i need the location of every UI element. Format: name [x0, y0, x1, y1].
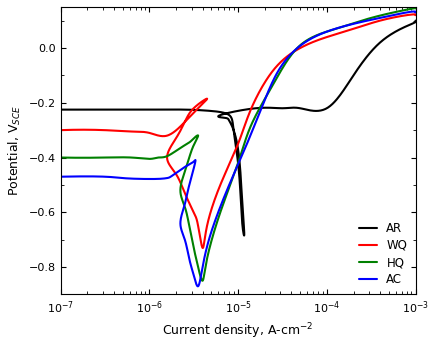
AC: [413, 10, 418, 15]
AR: [58, 108, 63, 112]
HQ: [413, 6, 418, 10]
AC: [58, 175, 63, 179]
AC: [178, 223, 183, 227]
WQ: [200, 246, 205, 250]
Line: HQ: HQ: [61, 8, 416, 281]
AC: [195, 284, 201, 288]
AR: [279, 106, 285, 110]
Line: AR: AR: [61, 21, 416, 236]
AR: [220, 116, 225, 120]
AC: [260, 102, 266, 106]
WQ: [412, 12, 417, 16]
HQ: [58, 156, 63, 160]
HQ: [182, 170, 187, 174]
X-axis label: Current density, A-cm$^{-2}$: Current density, A-cm$^{-2}$: [162, 322, 314, 341]
WQ: [231, 152, 236, 156]
HQ: [142, 157, 147, 161]
HQ: [199, 278, 204, 283]
AC: [193, 160, 198, 165]
Line: WQ: WQ: [61, 14, 416, 248]
WQ: [204, 97, 209, 101]
HQ: [190, 239, 195, 244]
HQ: [243, 136, 249, 141]
AR: [343, 85, 348, 89]
AC: [185, 251, 191, 255]
HQ: [252, 117, 257, 121]
WQ: [413, 13, 418, 17]
AC: [411, 9, 416, 14]
AR: [229, 118, 235, 122]
HQ: [200, 279, 205, 283]
Legend: AR, WQ, HQ, AC: AR, WQ, HQ, AC: [354, 217, 412, 291]
WQ: [182, 190, 187, 194]
Line: AC: AC: [61, 11, 416, 286]
AR: [413, 18, 418, 23]
AR: [225, 112, 230, 116]
AC: [268, 84, 273, 88]
WQ: [225, 166, 230, 171]
HQ: [413, 6, 418, 10]
AC: [195, 284, 201, 288]
WQ: [140, 130, 145, 134]
AR: [242, 234, 247, 238]
WQ: [186, 116, 191, 120]
Y-axis label: Potential, V$_{SCE}$: Potential, V$_{SCE}$: [7, 105, 23, 196]
AR: [392, 30, 397, 34]
WQ: [58, 128, 63, 132]
